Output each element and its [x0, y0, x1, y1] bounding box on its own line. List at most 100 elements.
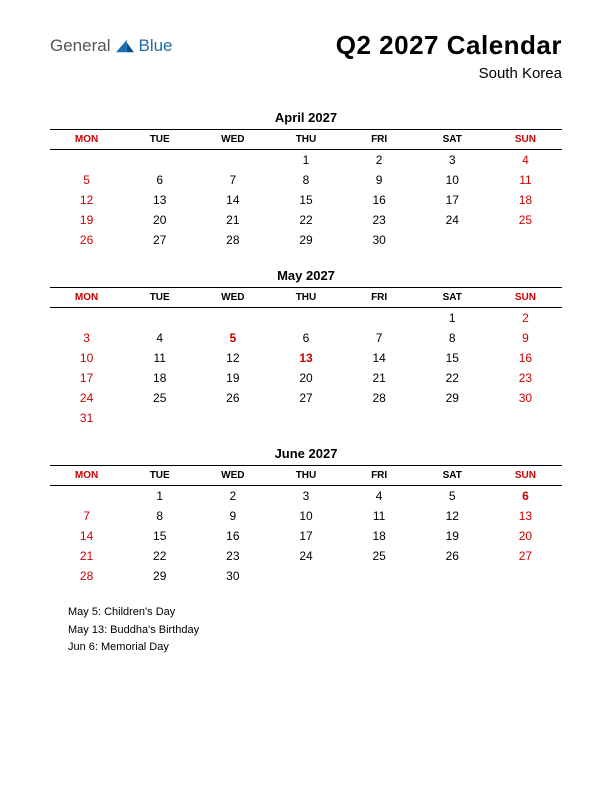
calendar-row: 282930 — [50, 566, 562, 586]
calendar-cell — [196, 150, 269, 171]
calendar-cell — [123, 150, 196, 171]
calendar-cell: 16 — [196, 526, 269, 546]
calendar-cell: 19 — [416, 526, 489, 546]
calendar-row: 24252627282930 — [50, 388, 562, 408]
calendar-cell: 4 — [123, 328, 196, 348]
month-title: May 2027 — [50, 268, 562, 283]
calendar-cell — [416, 408, 489, 428]
calendar-cell: 22 — [416, 368, 489, 388]
holiday-item: May 13: Buddha's Birthday — [68, 622, 562, 640]
day-header: SAT — [416, 130, 489, 150]
calendar-cell: 30 — [196, 566, 269, 586]
calendar-cell: 4 — [489, 150, 562, 171]
holiday-item: Jun 6: Memorial Day — [68, 639, 562, 657]
calendar-cell: 8 — [269, 170, 342, 190]
calendar-table: MONTUEWEDTHUFRISATSUN1234567891011121314… — [50, 465, 562, 586]
calendar-cell — [196, 308, 269, 329]
calendar-cell: 8 — [123, 506, 196, 526]
calendar-cell: 4 — [343, 486, 416, 507]
day-header: WED — [196, 288, 269, 308]
logo-text-general: General — [50, 36, 110, 56]
calendar-cell: 11 — [123, 348, 196, 368]
calendar-cell: 30 — [489, 388, 562, 408]
calendar-cell: 9 — [489, 328, 562, 348]
calendar-cell: 15 — [416, 348, 489, 368]
calendar-cell: 21 — [196, 210, 269, 230]
calendar-cell: 13 — [269, 348, 342, 368]
calendar-row: 10111213141516 — [50, 348, 562, 368]
day-header: FRI — [343, 130, 416, 150]
calendar-cell: 26 — [196, 388, 269, 408]
holiday-item: May 5: Children's Day — [68, 604, 562, 622]
calendar-cell — [269, 308, 342, 329]
calendar-cell: 13 — [489, 506, 562, 526]
calendar-cell — [196, 408, 269, 428]
calendar-cell: 2 — [343, 150, 416, 171]
calendar-cell: 27 — [269, 388, 342, 408]
calendar-cell: 19 — [50, 210, 123, 230]
calendar-cell: 6 — [489, 486, 562, 507]
calendar-table: MONTUEWEDTHUFRISATSUN1234567891011121314… — [50, 129, 562, 250]
calendar-cell — [343, 408, 416, 428]
calendar-cell: 24 — [50, 388, 123, 408]
calendar-row: 21222324252627 — [50, 546, 562, 566]
page-subtitle: South Korea — [336, 65, 562, 82]
calendar-cell: 2 — [489, 308, 562, 329]
calendar-row: 14151617181920 — [50, 526, 562, 546]
calendar-row: 12131415161718 — [50, 190, 562, 210]
calendar-cell: 3 — [269, 486, 342, 507]
calendar-cell — [123, 308, 196, 329]
month-title: April 2027 — [50, 110, 562, 125]
calendar-cell: 9 — [343, 170, 416, 190]
calendar-cell: 7 — [50, 506, 123, 526]
day-header: TUE — [123, 466, 196, 486]
calendar-cell: 20 — [123, 210, 196, 230]
calendar-cell: 12 — [50, 190, 123, 210]
calendar-row: 12 — [50, 308, 562, 329]
calendar-cell: 11 — [343, 506, 416, 526]
calendar-table: MONTUEWEDTHUFRISATSUN1234567891011121314… — [50, 287, 562, 428]
day-header: WED — [196, 466, 269, 486]
calendar-cell: 5 — [416, 486, 489, 507]
day-header: THU — [269, 130, 342, 150]
day-header: SUN — [489, 130, 562, 150]
calendar-cell: 27 — [489, 546, 562, 566]
calendar-cell — [489, 408, 562, 428]
calendar-cell: 18 — [123, 368, 196, 388]
calendar-cell: 1 — [269, 150, 342, 171]
calendar-cell: 20 — [489, 526, 562, 546]
calendar-cell: 1 — [416, 308, 489, 329]
month-section: June 2027MONTUEWEDTHUFRISATSUN1234567891… — [50, 446, 562, 586]
calendar-cell: 8 — [416, 328, 489, 348]
day-header: SUN — [489, 466, 562, 486]
calendar-cell: 3 — [50, 328, 123, 348]
logo-sail-icon — [114, 38, 136, 54]
calendar-cell — [50, 308, 123, 329]
calendar-cell: 27 — [123, 230, 196, 250]
calendar-cell: 12 — [416, 506, 489, 526]
day-header: MON — [50, 466, 123, 486]
logo: General Blue — [50, 36, 173, 56]
calendar-row: 78910111213 — [50, 506, 562, 526]
calendar-row: 31 — [50, 408, 562, 428]
calendar-cell: 11 — [489, 170, 562, 190]
calendar-cell: 1 — [123, 486, 196, 507]
calendar-cell: 5 — [196, 328, 269, 348]
calendar-cell — [123, 408, 196, 428]
calendar-cell — [269, 566, 342, 586]
calendar-cell — [343, 308, 416, 329]
calendar-cell: 14 — [343, 348, 416, 368]
month-section: April 2027MONTUEWEDTHUFRISATSUN123456789… — [50, 110, 562, 250]
calendar-cell: 22 — [269, 210, 342, 230]
calendar-cell — [416, 566, 489, 586]
calendar-container: April 2027MONTUEWEDTHUFRISATSUN123456789… — [50, 110, 562, 586]
page-title: Q2 2027 Calendar — [336, 30, 562, 61]
calendar-cell — [343, 566, 416, 586]
calendar-row: 17181920212223 — [50, 368, 562, 388]
calendar-cell: 10 — [269, 506, 342, 526]
calendar-cell: 7 — [343, 328, 416, 348]
calendar-row: 3456789 — [50, 328, 562, 348]
calendar-cell: 17 — [269, 526, 342, 546]
calendar-cell: 25 — [343, 546, 416, 566]
calendar-cell: 3 — [416, 150, 489, 171]
